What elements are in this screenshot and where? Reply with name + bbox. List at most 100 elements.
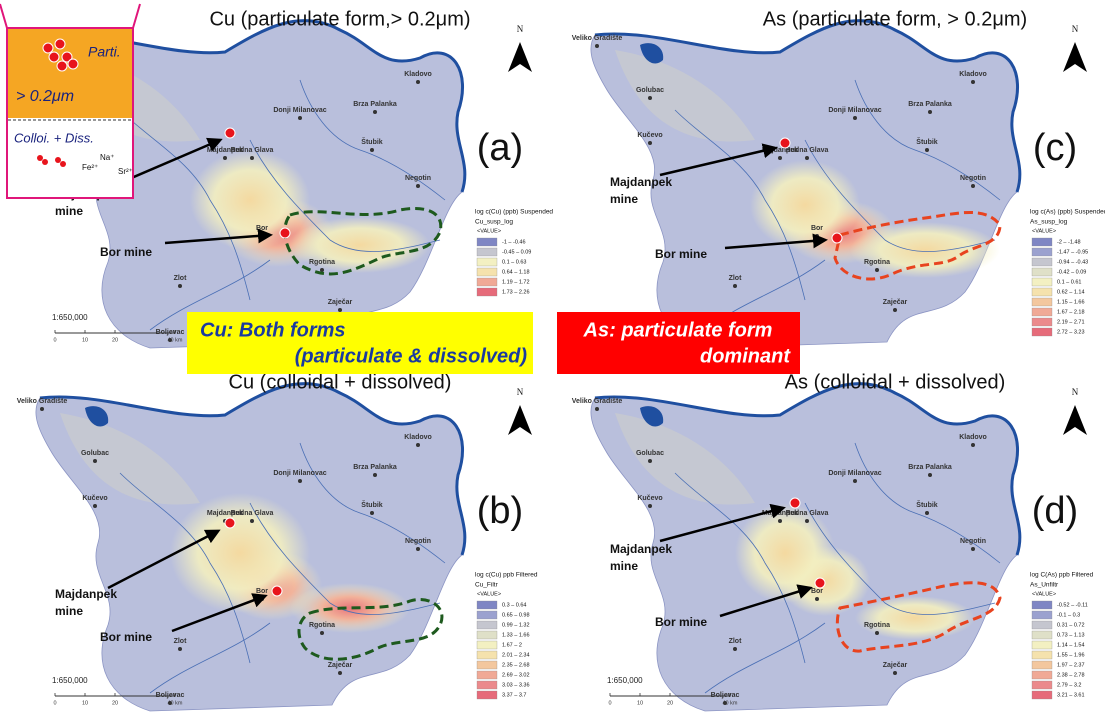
legend-entry: -1 – -0.46 <box>502 239 526 245</box>
legend-header: <VALUE> <box>477 228 501 234</box>
town-marker <box>373 473 377 477</box>
town-marker <box>648 459 652 463</box>
legend-swatch <box>477 631 497 639</box>
scale-tick-label: 0 <box>608 700 611 706</box>
place-name: Bor <box>256 588 268 595</box>
place-name: Brza Palanka <box>353 464 397 471</box>
legend-entry: 1.73 – 2.26 <box>502 289 530 295</box>
mine-marker <box>815 578 825 588</box>
mine-label: mine <box>610 192 638 206</box>
place-name: Kučevo <box>82 495 107 502</box>
place-name: Negotin <box>405 538 431 545</box>
place-name: Veliko Gradište <box>572 398 623 405</box>
legend-header: <VALUE> <box>477 591 501 597</box>
place-name: Brza Palanka <box>908 101 952 108</box>
mine-marker <box>225 518 235 528</box>
town-marker <box>178 647 182 651</box>
mine-label: Majdanpek <box>55 587 117 601</box>
town-marker <box>338 308 342 312</box>
callout-text: dominant <box>700 345 791 367</box>
panel-letter: (a) <box>477 127 523 169</box>
place-name: Zaječar <box>883 299 908 306</box>
legend-entry: 1.15 – 1.66 <box>1057 299 1085 305</box>
mine-label: Bor mine <box>100 630 152 644</box>
place-name: Brza Palanka <box>908 464 952 471</box>
panel-title: As (particulate form, > 0.2μm) <box>763 8 1027 30</box>
place-name: Negotin <box>960 538 986 545</box>
legend-title: log c(As) (ppb) Suspended <box>1030 209 1105 216</box>
place-name: Kučevo <box>637 495 662 502</box>
north-label: N <box>517 24 524 34</box>
place-name: Boljevac <box>156 329 185 336</box>
town-marker <box>778 156 782 160</box>
legend-swatch <box>1032 681 1052 689</box>
place-name: Rgotina <box>309 259 335 266</box>
dissolved-particle <box>42 159 48 165</box>
town-marker <box>250 519 254 523</box>
legend-entry: 0.1 – 0.61 <box>1057 279 1081 285</box>
scale-tick-label: 10 <box>637 700 643 706</box>
town-marker <box>893 308 897 312</box>
legend-entry: 3.03 – 3.36 <box>502 682 530 688</box>
town-marker <box>93 459 97 463</box>
scale-tick-label: 40 km <box>723 700 738 706</box>
town-marker <box>925 511 929 515</box>
north-label: N <box>517 387 524 397</box>
legend-field: Cu_Filtr <box>475 582 499 589</box>
north-arrow <box>508 42 532 72</box>
legend-field: As_Unfiltr <box>1030 582 1059 589</box>
mine-label: Bor mine <box>655 615 707 629</box>
legend-swatch <box>477 651 497 659</box>
legend-swatch <box>1032 288 1052 296</box>
town-marker <box>338 671 342 675</box>
mine-label: mine <box>55 204 83 218</box>
legend-swatch <box>1032 328 1052 336</box>
place-name: Kladovo <box>959 71 987 78</box>
place-name: Štubik <box>916 500 937 509</box>
place-name: Golubac <box>81 450 109 457</box>
legend-swatch <box>477 278 497 286</box>
place-name: Golubac <box>636 87 664 94</box>
town-marker <box>178 284 182 288</box>
panel-title: Cu (colloidal + dissolved) <box>229 371 452 393</box>
place-name: Zaječar <box>883 662 908 669</box>
mine-label: mine <box>55 604 83 618</box>
legend-entry: 1.14 – 1.54 <box>1057 642 1085 648</box>
town-marker <box>875 268 879 272</box>
legend-swatch <box>1032 661 1052 669</box>
town-marker <box>925 148 929 152</box>
place-name: Rudna Glava <box>231 510 274 517</box>
north-arrow <box>508 405 532 435</box>
legend-entry: 1.67 – 2.18 <box>1057 309 1085 315</box>
town-marker <box>648 504 652 508</box>
town-marker <box>416 184 420 188</box>
particle <box>68 59 78 69</box>
place-name: Bor <box>256 225 268 232</box>
place-name: Boljevac <box>711 692 740 699</box>
legend-entry: 3.37 – 3.7 <box>502 692 526 698</box>
town-marker <box>733 647 737 651</box>
place-name: Donji Milanovac <box>273 107 326 114</box>
mine-label: Majdanpek <box>610 175 672 189</box>
legend-entry: 1.67 – 2 <box>502 642 522 648</box>
legend-entry: 0.31 – 0.72 <box>1057 622 1085 628</box>
town-marker <box>595 44 599 48</box>
mine-marker <box>790 498 800 508</box>
legend-swatch <box>1032 601 1052 609</box>
inset-label: Parti. <box>88 44 121 60</box>
panel-letter: (c) <box>1033 127 1077 169</box>
inset-label: > 0.2μm <box>16 88 74 105</box>
town-marker <box>648 96 652 100</box>
legend-swatch <box>1032 248 1052 256</box>
legend-swatch <box>1032 258 1052 266</box>
panel-title: As (colloidal + dissolved) <box>785 371 1006 393</box>
place-name: Zlot <box>174 638 187 645</box>
legend-swatch <box>477 288 497 296</box>
place-name: Rudna Glava <box>786 147 829 154</box>
place-name: Negotin <box>405 175 431 182</box>
legend-swatch <box>477 661 497 669</box>
panel-title: Cu (particulate form,> 0.2μm) <box>209 8 470 30</box>
legend-header: <VALUE> <box>1032 228 1056 234</box>
legend-entry: -1.47 – -0.95 <box>1057 249 1088 255</box>
dissolved-particle <box>55 157 61 163</box>
